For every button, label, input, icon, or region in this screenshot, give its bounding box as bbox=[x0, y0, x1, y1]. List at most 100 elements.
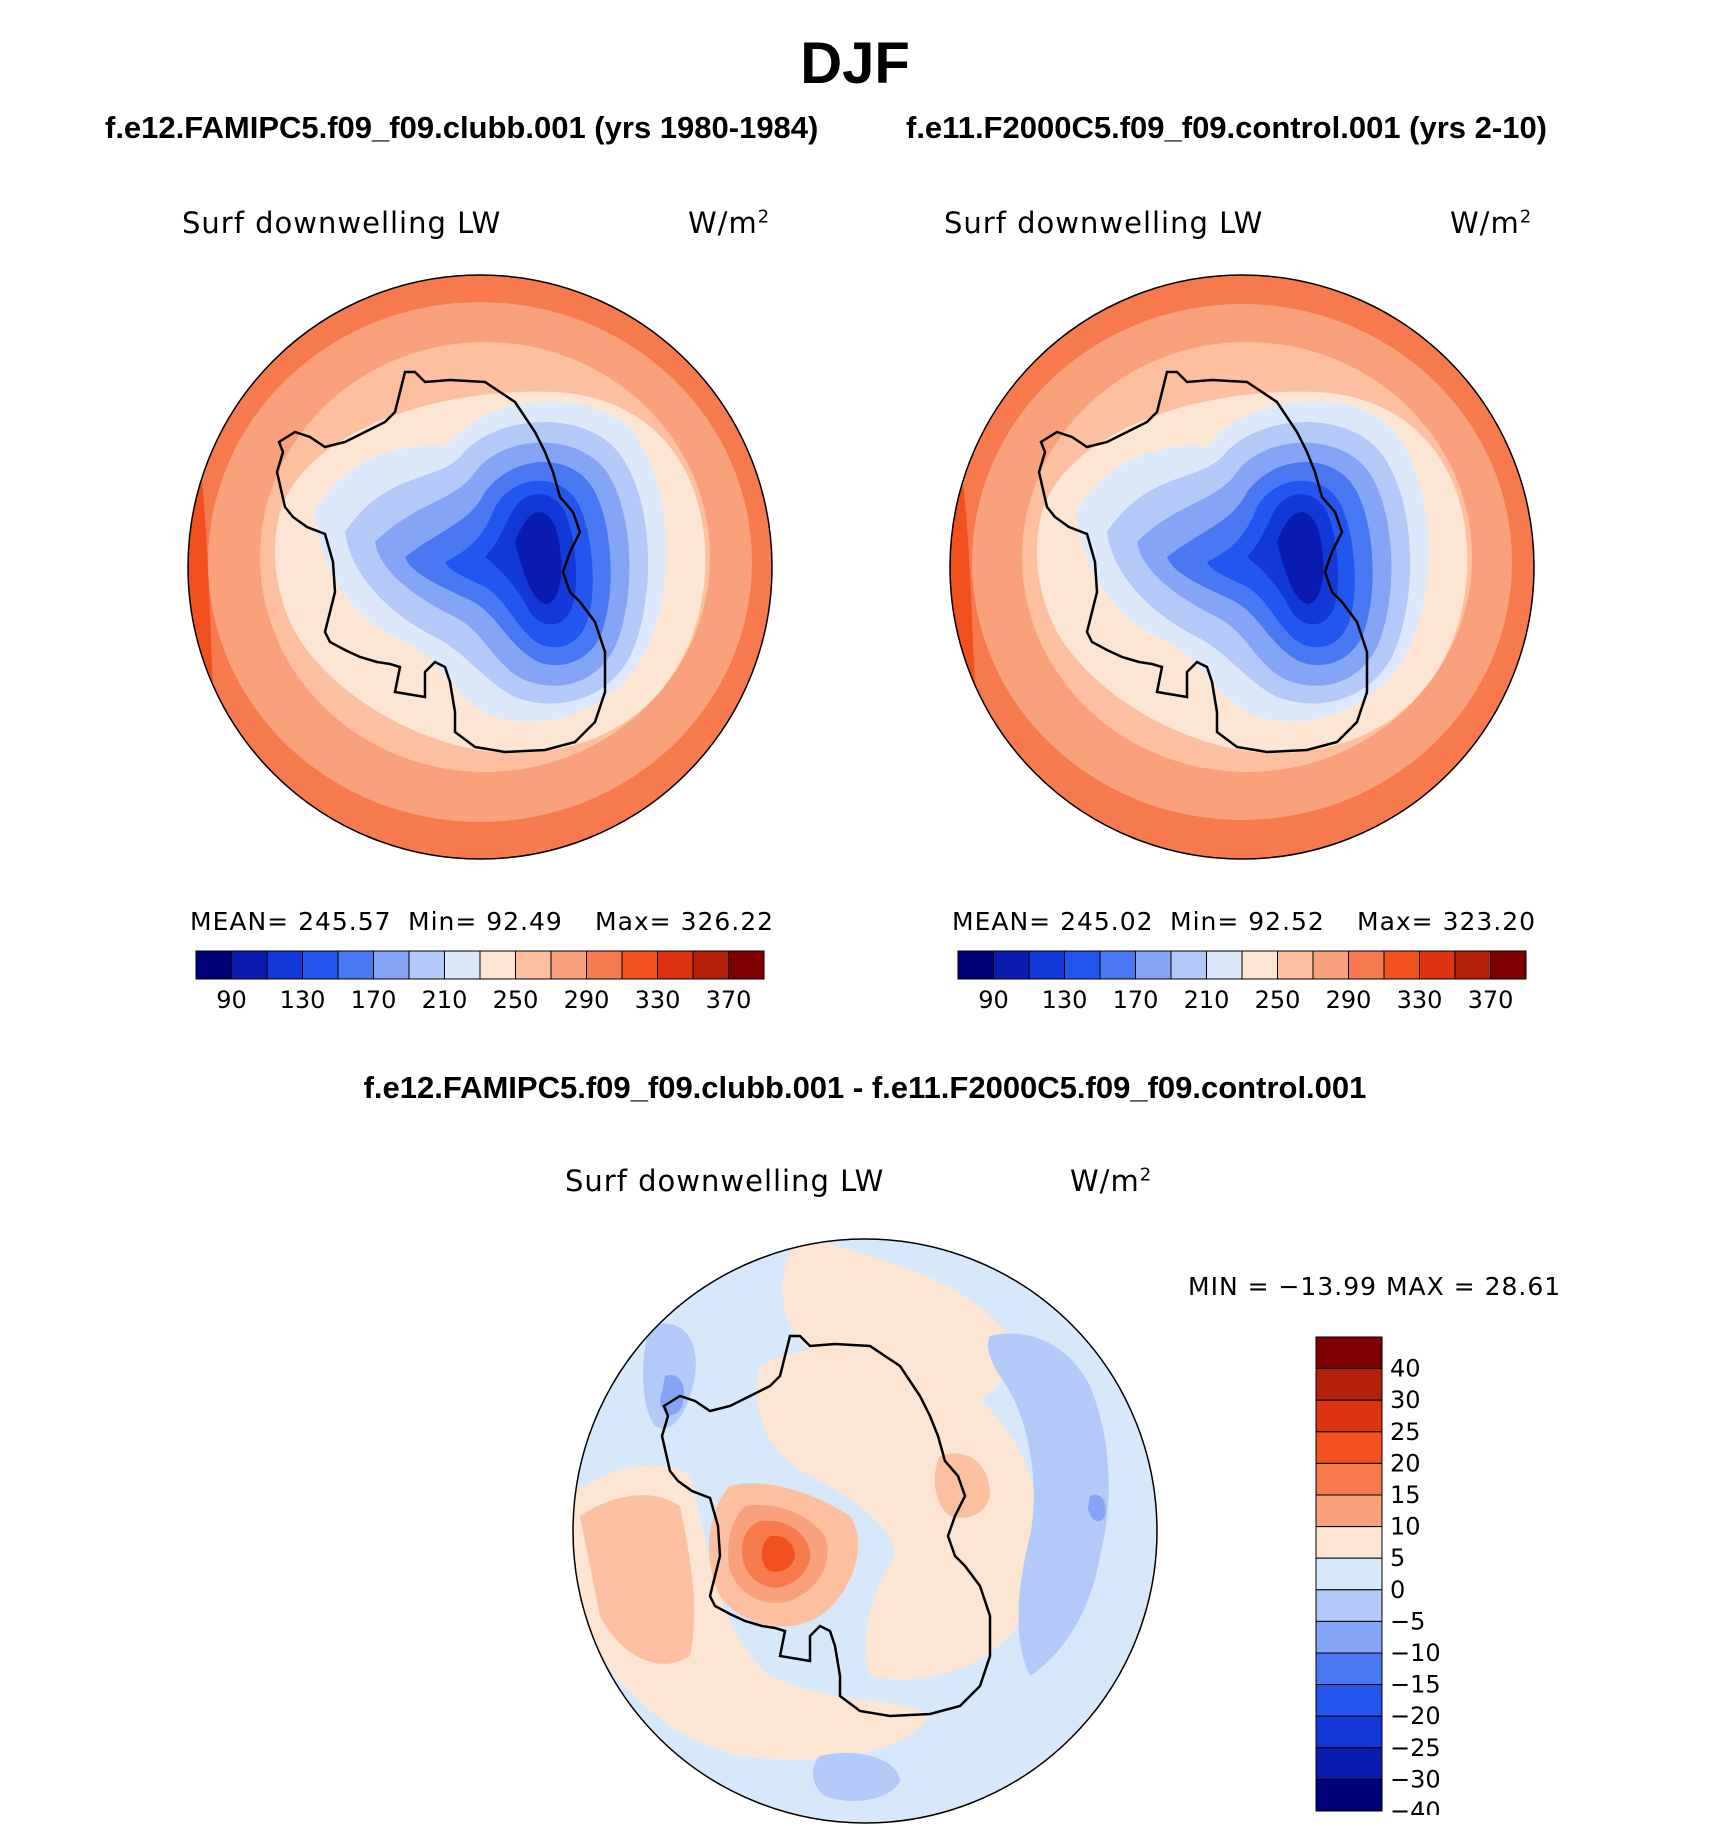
colorbar-swatch bbox=[515, 950, 552, 980]
colorbar-swatch bbox=[657, 950, 694, 980]
colorbar-swatch bbox=[1490, 950, 1527, 980]
colorbar-swatch bbox=[479, 950, 516, 980]
colorbar-swatch bbox=[1315, 1336, 1383, 1370]
colorbar-tick-label: −15 bbox=[1390, 1671, 1441, 1699]
panel2-max: Max= 323.20 bbox=[1357, 907, 1537, 936]
colorbar-tick-label: 15 bbox=[1390, 1481, 1421, 1509]
panel2-colorbar: 90 130 170 210 250 290 330 370 bbox=[957, 950, 1527, 1014]
colorbar-swatch bbox=[586, 950, 623, 980]
panel2-min: Min= 92.52 bbox=[1170, 907, 1325, 936]
colorbar-swatch bbox=[1315, 1431, 1383, 1464]
colorbar-swatch bbox=[373, 950, 410, 980]
colorbar-swatch bbox=[1135, 950, 1172, 980]
diff-units-label: W/m2 bbox=[1070, 1164, 1153, 1198]
panel1-colorbar: 90 130 170 210 250 290 330 370 bbox=[195, 950, 765, 1014]
colorbar-swatch bbox=[1241, 950, 1278, 980]
colorbar-tick-label: 250 bbox=[1255, 986, 1301, 1014]
colorbar-swatch bbox=[408, 950, 445, 980]
colorbar-swatch bbox=[1454, 950, 1491, 980]
colorbar-tick-label: −30 bbox=[1390, 1765, 1441, 1793]
colorbar-swatch bbox=[444, 950, 481, 980]
colorbar-tick-label: 5 bbox=[1390, 1544, 1405, 1572]
colorbar-tick-label: 330 bbox=[1397, 986, 1443, 1014]
colorbar-tick-label: −10 bbox=[1390, 1639, 1441, 1667]
colorbar-swatch bbox=[1206, 950, 1243, 980]
colorbar-tick-label: 20 bbox=[1390, 1449, 1421, 1477]
colorbar-swatch bbox=[1315, 1526, 1383, 1559]
colorbar-tick-label: −40 bbox=[1390, 1797, 1441, 1815]
diff-colorbar: 40 30 25 20 15 10 5 0 −5 −10 −15 −20 −25 −30 −40 bbox=[1315, 1336, 1441, 1815]
colorbar-swatch bbox=[621, 950, 658, 980]
colorbar-swatch bbox=[1277, 950, 1314, 980]
diff-minmax: MIN = −13.99 MAX = 28.61 bbox=[1188, 1272, 1562, 1301]
panel1-variable-label: Surf downwelling LW bbox=[182, 206, 502, 240]
map-boundary bbox=[187, 274, 773, 860]
colorbar-swatch bbox=[1315, 1589, 1383, 1622]
diff-case-title: f.e12.FAMIPC5.f09_f09.clubb.001 - f.e11.… bbox=[363, 1070, 1367, 1105]
colorbar-swatch bbox=[957, 950, 994, 980]
colorbar-swatch bbox=[1315, 1494, 1383, 1528]
diff-variable-label: Surf downwelling LW bbox=[565, 1164, 885, 1198]
panel2-units-label: W/m2 bbox=[1450, 206, 1533, 240]
colorbar-tick-label: 25 bbox=[1390, 1418, 1421, 1446]
colorbar-tick-label: 170 bbox=[1113, 986, 1159, 1014]
colorbar-tick-label: 290 bbox=[1326, 986, 1372, 1014]
colorbar-tick-label: −5 bbox=[1390, 1607, 1425, 1635]
colorbar-swatch bbox=[1315, 1557, 1383, 1591]
colorbar-tick-label: 30 bbox=[1390, 1386, 1421, 1414]
colorbar-tick-label: 290 bbox=[564, 986, 610, 1014]
panel1-min: Min= 92.49 bbox=[408, 907, 563, 936]
colorbar-tick-label: 130 bbox=[280, 986, 326, 1014]
panel2-case-title: f.e11.F2000C5.f09_f09.control.001 (yrs 2… bbox=[906, 110, 1548, 145]
colorbar-swatch bbox=[1315, 1747, 1383, 1780]
colorbar-swatch bbox=[1315, 1684, 1383, 1717]
panel1-map bbox=[187, 274, 773, 860]
colorbar-swatch bbox=[1028, 950, 1065, 980]
colorbar-tick-label: 0 bbox=[1390, 1576, 1405, 1604]
panel2-variable-label: Surf downwelling LW bbox=[944, 206, 1264, 240]
colorbar-swatch bbox=[337, 950, 374, 980]
colorbar-tick-label: 90 bbox=[216, 986, 247, 1014]
colorbar-swatch bbox=[692, 950, 729, 980]
colorbar-tick-label: 10 bbox=[1390, 1513, 1421, 1541]
colorbar-tick-label: 130 bbox=[1042, 986, 1088, 1014]
colorbar-swatch bbox=[266, 950, 303, 980]
colorbar-tick-label: 170 bbox=[351, 986, 397, 1014]
colorbar-tick-label: −25 bbox=[1390, 1734, 1441, 1762]
diff-map bbox=[572, 1238, 1158, 1824]
colorbar-swatch bbox=[1315, 1399, 1383, 1433]
colorbar-tick-label: 90 bbox=[978, 986, 1009, 1014]
panel1-max: Max= 326.22 bbox=[595, 907, 775, 936]
colorbar-tick-label: 370 bbox=[706, 986, 752, 1014]
panel1-mean: MEAN= 245.57 bbox=[190, 907, 392, 936]
colorbar-swatch bbox=[728, 950, 765, 980]
colorbar-swatch bbox=[1315, 1715, 1383, 1749]
antarctica-coastline bbox=[275, 370, 607, 754]
colorbar-swatch bbox=[1064, 950, 1101, 980]
colorbar-swatch bbox=[231, 950, 268, 980]
colorbar-tick-label: 370 bbox=[1468, 986, 1514, 1014]
colorbar-swatch bbox=[195, 950, 232, 980]
colorbar-tick-label: 250 bbox=[493, 986, 539, 1014]
colorbar-swatch bbox=[1419, 950, 1456, 980]
colorbar-swatch bbox=[1315, 1778, 1383, 1812]
colorbar-swatch bbox=[1315, 1462, 1383, 1496]
colorbar-swatch bbox=[302, 950, 339, 980]
panel2-mean: MEAN= 245.02 bbox=[952, 907, 1154, 936]
panel1-units-label: W/m2 bbox=[688, 206, 771, 240]
colorbar-swatch bbox=[1315, 1620, 1383, 1654]
colorbar-tick-label: 210 bbox=[1184, 986, 1230, 1014]
panel2-map bbox=[949, 274, 1535, 860]
panel1-case-title: f.e12.FAMIPC5.f09_f09.clubb.001 (yrs 198… bbox=[105, 110, 819, 145]
colorbar-tick-label: 40 bbox=[1390, 1355, 1421, 1383]
colorbar-swatch bbox=[1315, 1368, 1383, 1401]
colorbar-tick-label: −20 bbox=[1390, 1702, 1441, 1730]
colorbar-swatch bbox=[1383, 950, 1420, 980]
colorbar-tick-label: 330 bbox=[635, 986, 681, 1014]
main-title: DJF bbox=[800, 31, 910, 96]
colorbar-swatch bbox=[1099, 950, 1136, 980]
colorbar-swatch bbox=[1170, 950, 1207, 980]
colorbar-swatch bbox=[550, 950, 587, 980]
colorbar-swatch bbox=[1312, 950, 1349, 980]
colorbar-tick-label: 210 bbox=[422, 986, 468, 1014]
